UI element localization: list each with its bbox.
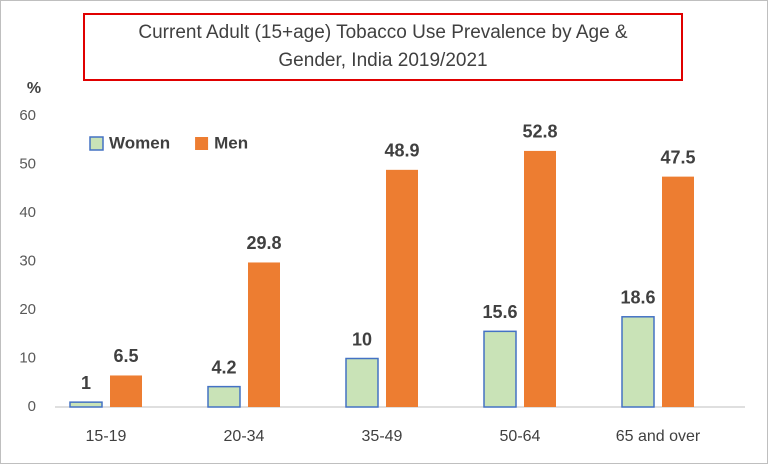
y-tick-label: 50 [19,155,36,172]
bar [662,176,694,407]
legend-swatch [89,136,104,151]
data-label: 48.9 [384,141,419,161]
data-label: 10 [352,329,372,349]
y-tick-label: 0 [28,398,36,415]
bar [69,401,103,408]
legend-swatch [195,137,209,150]
data-label: 29.8 [246,233,281,253]
chart-title: Current Adult (15+age) Tobacco Use Preva… [138,22,628,43]
legend-label: Women [109,133,170,152]
bar [524,150,556,408]
data-label: 1 [81,373,91,393]
data-label: 52.8 [522,122,557,142]
x-tick-label: 20-34 [224,428,265,445]
title-box [83,13,683,81]
bar [207,385,241,408]
chart-title: Gender, India 2019/2021 [278,50,487,71]
bar [248,262,280,407]
x-tick-label: 15-19 [86,428,127,445]
x-tick-label: 50-64 [500,428,541,445]
data-label: 15.6 [482,302,517,322]
data-label: 6.5 [113,346,138,366]
y-tick-label: 20 [19,301,36,318]
y-tick-label: 10 [19,349,36,366]
data-label: 18.6 [620,288,655,308]
data-label: 4.2 [211,357,236,377]
data-label: 47.5 [660,147,695,167]
y-tick-label: 30 [19,252,36,269]
bar [345,357,379,408]
bar [621,316,655,408]
bar [386,169,418,407]
bar [110,375,142,407]
bar [483,330,517,408]
x-tick-label: 65 and over [616,428,701,445]
x-tick-label: 35-49 [362,428,403,445]
y-axis-label: % [27,80,41,97]
legend-label: Men [214,133,248,152]
y-tick-label: 40 [19,204,36,221]
y-tick-label: 60 [19,107,36,124]
